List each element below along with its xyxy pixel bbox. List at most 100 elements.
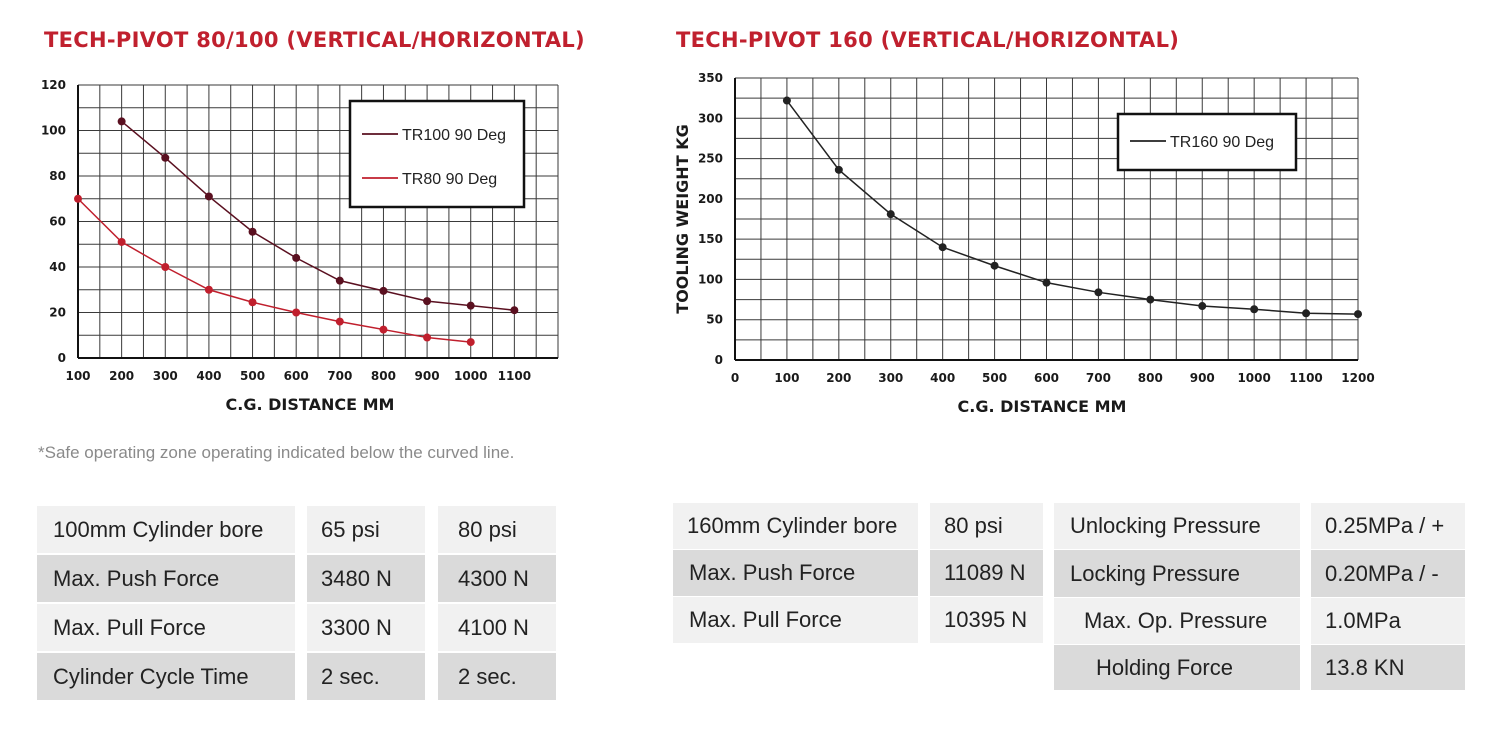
t3-r3-c1: 13.8 KN xyxy=(1311,645,1465,690)
chart2-series-0-point xyxy=(886,210,895,219)
chart1-plot: 100 200 300 400 500 600 700 800 900 1000 1100 0 20 40… xyxy=(41,78,559,414)
chart2-x-tick-label: 300 xyxy=(878,371,903,385)
chart2-series-0-point xyxy=(990,261,999,270)
chart1-y-tick-label: 120 xyxy=(41,78,66,92)
chart2-series-0-point xyxy=(1042,278,1051,287)
chart1-series-0-point xyxy=(117,117,126,126)
chart1-legend-label: TR80 90 Deg xyxy=(402,171,497,188)
t3-r1-c1: 0.20MPa / - xyxy=(1311,550,1465,597)
chart1-title: TECH-PIVOT 80/100 (VERTICAL/HORIZONTAL) xyxy=(44,28,585,52)
chart1-legend-box xyxy=(348,99,526,209)
chart1-x-axis-label: C.G. DISTANCE MM xyxy=(226,395,395,414)
chart1-x-tick-label: 300 xyxy=(153,369,178,383)
t3-r0-c0: Unlocking Pressure xyxy=(1054,503,1300,549)
t3-r2-c0: Max. Op. Pressure xyxy=(1054,598,1300,644)
chart2-y-axis-label: TOOLING WEIGHT KG xyxy=(673,124,692,313)
chart1-y-tick-label: 0 xyxy=(58,351,66,365)
t3-r1-c0: Locking Pressure xyxy=(1054,550,1300,597)
chart2-y-tick-label: 300 xyxy=(698,111,723,125)
t2-r2-c1: 10395 N xyxy=(930,597,1043,643)
chart1-series-0-point xyxy=(248,227,257,236)
chart1-y-tick-label: 40 xyxy=(49,260,66,274)
chart2-legend-label: TR160 90 Deg xyxy=(1170,134,1274,151)
chart2-title: TECH-PIVOT 160 (VERTICAL/HORIZONTAL) xyxy=(676,28,1180,52)
chart2-series-0-point xyxy=(1354,310,1362,319)
t3-r2-c1: 1.0MPa xyxy=(1311,598,1465,644)
chart1-series-0-line xyxy=(121,120,515,311)
chart1-series-0-point xyxy=(379,286,388,295)
chart2-y-tick-label: 350 xyxy=(698,71,723,85)
t1-r1-c2: 4300 N xyxy=(438,555,556,602)
chart2-series-0-point xyxy=(834,165,843,174)
chart2-plot: 0 100 200 300 400 500 600 700 800 900 1000 1100 1200… xyxy=(673,71,1375,416)
chart2-series-0-point xyxy=(1146,295,1155,304)
chart1-y-tick-label: 80 xyxy=(49,169,66,183)
t1-r1-c1: 3480 N xyxy=(307,555,425,602)
chart2-x-tick-label: 1200 xyxy=(1341,371,1374,385)
chart1-series-1-point xyxy=(466,338,475,347)
chart2-x-axis-label: C.G. DISTANCE MM xyxy=(958,397,1127,416)
t2-r0-c0: 160mm Cylinder bore xyxy=(673,503,918,549)
chart2-x-tick-label: 800 xyxy=(1138,371,1163,385)
footnote: *Safe operating zone operating indicated… xyxy=(38,443,515,462)
chart1-series-1-point xyxy=(292,308,301,317)
chart1-x-tick-label: 800 xyxy=(371,369,396,383)
chart2-y-tick-label: 250 xyxy=(698,152,723,166)
chart2-x-tick-label: 0 xyxy=(731,371,739,385)
chart2-series-0-point xyxy=(938,243,947,252)
t1-r0-c0: 100mm Cylinder bore xyxy=(37,506,295,553)
t1-r2-c0: Max. Pull Force xyxy=(37,604,295,651)
chart1-series-1-point xyxy=(248,298,257,307)
chart1-x-tick-label: 1100 xyxy=(498,369,531,383)
chart1-series-1-line xyxy=(77,198,471,343)
chart2-series-0-point xyxy=(1250,305,1259,314)
t2-r1-c1: 11089 N xyxy=(930,550,1043,596)
t1-r1-c0: Max. Push Force xyxy=(37,555,295,602)
t2-r1-c0: Max. Push Force xyxy=(673,550,918,596)
t1-r2-c1: 3300 N xyxy=(307,604,425,651)
chart2-x-tick-label: 600 xyxy=(1034,371,1059,385)
chart2-legend-box xyxy=(1116,112,1298,172)
t1-r0-c1: 65 psi xyxy=(307,506,425,553)
chart1-series-1-point xyxy=(161,263,170,271)
chart1-series-0-point xyxy=(204,192,213,201)
chart2-series-0-point xyxy=(1198,302,1207,311)
chart2-x-tick-label: 200 xyxy=(826,371,851,385)
chart1-series-0-point xyxy=(335,276,344,285)
chart1-series-1-point xyxy=(379,325,388,334)
chart2-x-tick-label: 900 xyxy=(1190,371,1215,385)
chart1-series-1-point xyxy=(74,194,82,203)
t1-r3-c2: 2 sec. xyxy=(438,653,556,700)
chart1-x-tick-label: 100 xyxy=(65,369,90,383)
chart1-legend-label: TR100 90 Deg xyxy=(402,127,506,144)
chart2-y-tick-label: 50 xyxy=(706,313,723,327)
chart1-x-tick-label: 200 xyxy=(109,369,134,383)
chart1-series-0-point xyxy=(292,253,301,262)
chart1-series-0-point xyxy=(466,301,475,310)
chart2-x-tick-label: 400 xyxy=(930,371,955,385)
chart2-x-tick-label: 1000 xyxy=(1237,371,1270,385)
chart2-series-0-point xyxy=(782,96,791,105)
chart2-series-0-point xyxy=(1302,309,1311,318)
chart1-series-1-point xyxy=(335,317,344,326)
t1-r2-c2: 4100 N xyxy=(438,604,556,651)
t1-r0-c2: 80 psi xyxy=(438,506,556,553)
chart1-y-tick-label: 100 xyxy=(41,124,66,138)
t1-r3-c1: 2 sec. xyxy=(307,653,425,700)
t2-r0-c1: 80 psi xyxy=(930,503,1043,549)
chart1-x-tick-label: 1000 xyxy=(454,369,487,383)
chart2-series-0-line xyxy=(786,100,1359,315)
chart1-x-tick-label: 600 xyxy=(284,369,309,383)
chart2-y-tick-label: 0 xyxy=(715,353,723,367)
chart1-series-0-point xyxy=(161,153,170,162)
chart2-y-tick-label: 150 xyxy=(698,232,723,246)
chart1-x-tick-label: 500 xyxy=(240,369,265,383)
chart2-x-tick-label: 500 xyxy=(982,371,1007,385)
chart1-series-1-point xyxy=(423,333,432,342)
chart2-x-tick-label: 700 xyxy=(1086,371,1111,385)
t1-r3-c0: Cylinder Cycle Time xyxy=(37,653,295,700)
t3-r0-c1: 0.25MPa / + xyxy=(1311,503,1465,549)
chart2-x-tick-label: 1100 xyxy=(1289,371,1322,385)
chart1-series-1-point xyxy=(117,237,126,246)
chart1-x-tick-label: 400 xyxy=(196,369,221,383)
